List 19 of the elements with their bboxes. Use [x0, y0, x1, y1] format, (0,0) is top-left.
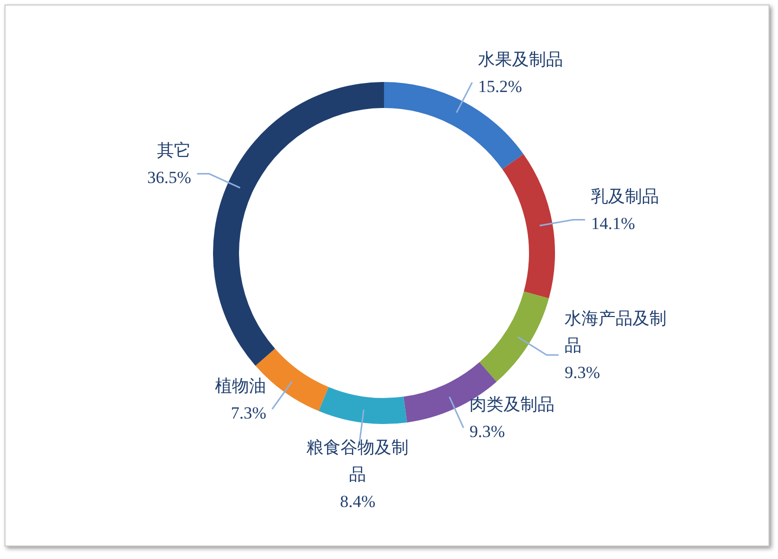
data-label: 14.1%	[591, 214, 636, 234]
donut-slice	[213, 82, 384, 366]
data-label: 36.5%	[147, 168, 192, 188]
slice-label: 其它	[157, 141, 192, 160]
slice-label: 粮食谷物及制品	[306, 438, 409, 484]
data-label: 7.3%	[230, 404, 266, 423]
slice-label: 乳及制品	[591, 187, 660, 206]
data-label: 8.4%	[340, 492, 376, 512]
data-label: 15.2%	[478, 76, 522, 96]
slice-label: 水海产品及制品	[564, 308, 667, 355]
donut-slice	[318, 386, 408, 424]
slice-label: 植物油	[215, 376, 266, 396]
data-label: 9.3%	[564, 362, 600, 382]
slice-label: 水果及制品	[478, 50, 564, 69]
data-label: 9.3%	[469, 422, 505, 442]
donut-slice	[384, 82, 524, 170]
donut-slice	[502, 154, 555, 298]
donut-slice	[479, 291, 549, 382]
slice-label: 肉类及制品	[469, 395, 554, 414]
